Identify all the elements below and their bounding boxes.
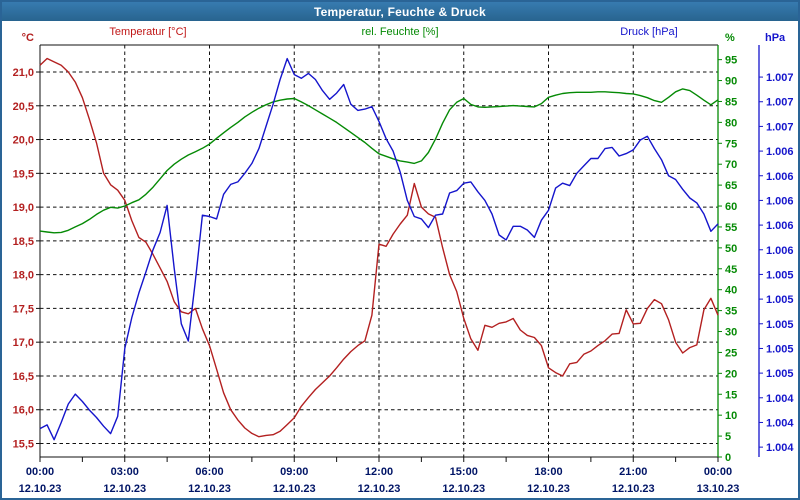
temperature-tick-label: 19,5 — [13, 168, 34, 180]
humidity-tick-label: 45 — [725, 264, 737, 276]
legend-temperature: Temperatur [°C] — [109, 26, 187, 38]
pressure-series — [39, 57, 719, 441]
humidity-tick-label: 20 — [725, 368, 737, 380]
humidity-series — [39, 88, 719, 234]
date-label: 12.10.23 — [612, 483, 655, 495]
temperature-tick-label: 20,0 — [13, 135, 34, 147]
pressure-tick-label: 1.007 — [766, 72, 794, 84]
humidity-tick-label: 85 — [725, 96, 737, 108]
date-label: 12.10.23 — [103, 483, 146, 495]
pressure-tick-label: 1.005 — [766, 269, 794, 281]
time-label: 00:00 — [26, 466, 54, 478]
date-label: 12.10.23 — [188, 483, 231, 495]
temperature-tick-label: 20,5 — [13, 101, 34, 113]
date-label: 13.10.23 — [697, 483, 740, 495]
pressure-tick-label: 1.004 — [766, 393, 794, 405]
pressure-tick-label: 1.004 — [766, 417, 794, 429]
temperature-unit-label: °C — [22, 32, 34, 44]
pressure-tick-label: 1.006 — [766, 220, 794, 232]
chart-legend: Temperatur [°C] rel. Feuchte [%] Druck [… — [2, 26, 798, 42]
temperature-tick-label: 16,0 — [13, 405, 34, 417]
humidity-tick-label: 60 — [725, 201, 737, 213]
pressure-tick-label: 1.006 — [766, 146, 794, 158]
pressure-tick-label: 1.004 — [766, 442, 794, 454]
humidity-tick-label: 5 — [725, 431, 731, 443]
date-label: 12.10.23 — [358, 483, 401, 495]
pressure-tick-label: 1.005 — [766, 294, 794, 306]
time-label: 03:00 — [111, 466, 139, 478]
humidity-tick-label: 80 — [725, 117, 737, 129]
date-label: 12.10.23 — [527, 483, 570, 495]
temperature-tick-label: 16,5 — [13, 371, 34, 383]
humidity-tick-label: 35 — [725, 306, 737, 318]
humidity-tick-label: 55 — [725, 222, 737, 234]
humidity-tick-label: 25 — [725, 347, 737, 359]
humidity-tick-label: 95 — [725, 55, 737, 67]
pressure-tick-label: 1.005 — [766, 343, 794, 355]
humidity-tick-label: 65 — [725, 180, 737, 192]
humidity-tick-label: 30 — [725, 327, 737, 339]
legend-humidity: rel. Feuchte [%] — [361, 26, 439, 38]
date-label: 12.10.23 — [19, 483, 62, 495]
temperature-tick-label: 19,0 — [13, 202, 34, 214]
legend-pressure: Druck [hPa] — [620, 26, 678, 38]
temperature-tick-label: 21,0 — [13, 67, 34, 79]
temperature-tick-label: 18,5 — [13, 236, 34, 248]
time-label: 06:00 — [195, 466, 223, 478]
time-label: 21:00 — [619, 466, 647, 478]
humidity-tick-label: 10 — [725, 410, 737, 422]
pressure-tick-label: 1.007 — [766, 121, 794, 133]
pressure-tick-label: 1.006 — [766, 195, 794, 207]
temperature-tick-label: 17,0 — [13, 337, 34, 349]
window-title: Temperatur, Feuchte & Druck — [2, 2, 798, 21]
humidity-tick-label: 40 — [725, 285, 737, 297]
date-label: 12.10.23 — [442, 483, 485, 495]
pressure-tick-label: 1.006 — [766, 171, 794, 183]
humidity-tick-label: 0 — [725, 452, 731, 464]
humidity-tick-label: 75 — [725, 138, 737, 150]
pressure-tick-label: 1.005 — [766, 319, 794, 331]
time-label: 12:00 — [365, 466, 393, 478]
humidity-tick-label: 50 — [725, 243, 737, 255]
pressure-tick-label: 1.007 — [766, 97, 794, 109]
pressure-unit-label: hPa — [765, 32, 786, 44]
temperature-series — [39, 57, 719, 438]
humidity-tick-label: 15 — [725, 389, 737, 401]
temperature-tick-label: 18,0 — [13, 270, 34, 282]
temperature-tick-label: 17,5 — [13, 303, 34, 315]
time-label: 00:00 — [704, 466, 732, 478]
temperature-tick-label: 15,5 — [13, 438, 34, 450]
date-label: 12.10.23 — [273, 483, 316, 495]
time-label: 18:00 — [534, 466, 562, 478]
humidity-tick-label: 70 — [725, 159, 737, 171]
pressure-tick-label: 1.005 — [766, 368, 794, 380]
pressure-tick-label: 1.006 — [766, 245, 794, 257]
time-label: 09:00 — [280, 466, 308, 478]
humidity-unit-label: % — [725, 32, 735, 44]
time-label: 15:00 — [450, 466, 478, 478]
humidity-tick-label: 90 — [725, 76, 737, 88]
